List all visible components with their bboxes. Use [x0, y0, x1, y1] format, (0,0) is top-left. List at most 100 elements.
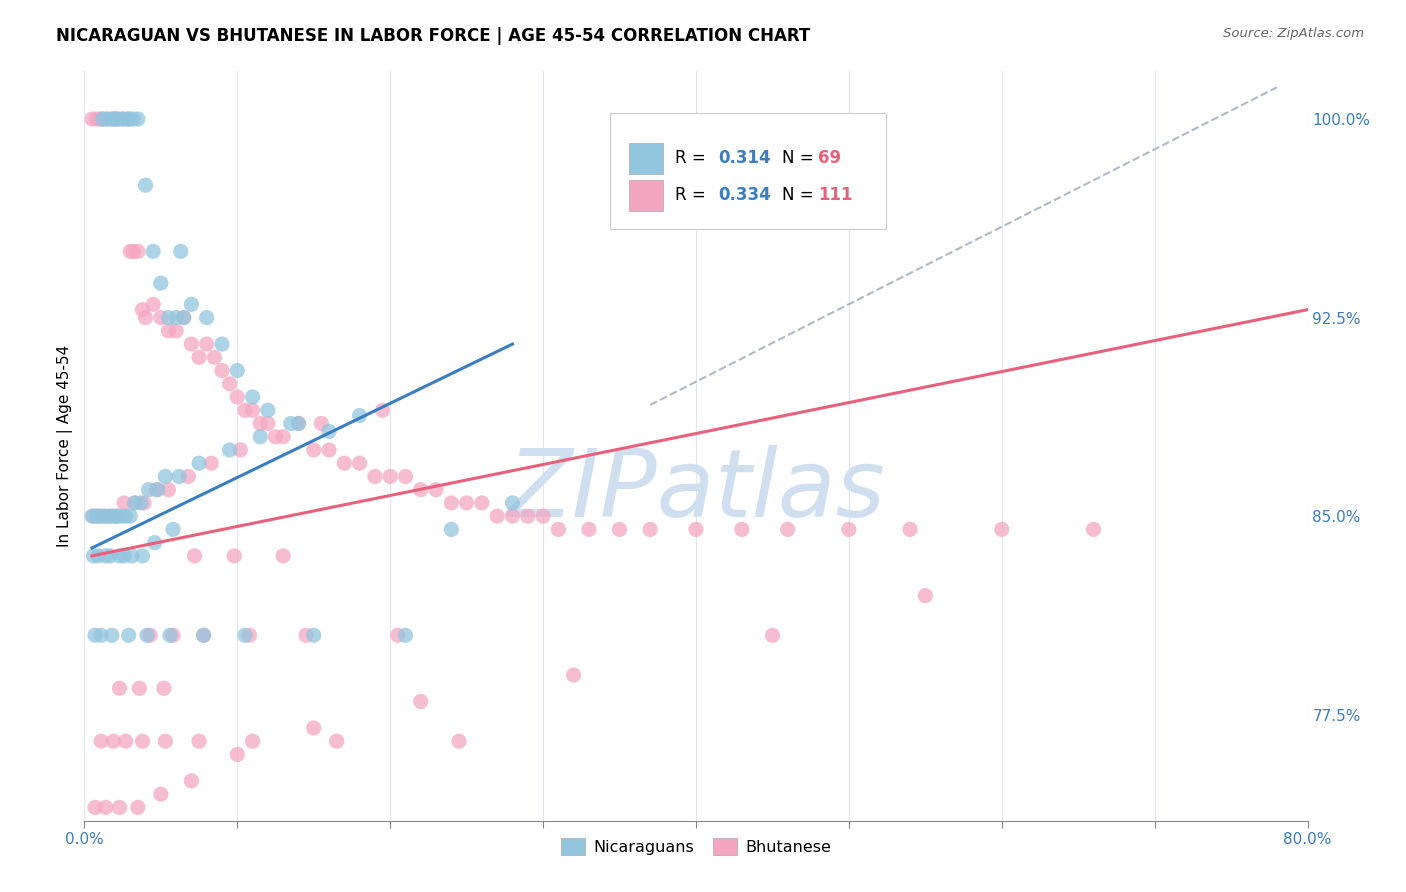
Point	[233, 403, 256, 417]
Point	[138, 483, 160, 497]
Point	[101, 112, 124, 126]
Point	[188, 351, 211, 365]
Point	[898, 522, 921, 536]
Point	[731, 522, 754, 536]
Point	[271, 549, 294, 563]
Text: NICARAGUAN VS BHUTANESE IN LABOR FORCE | AGE 45-54 CORRELATION CHART: NICARAGUAN VS BHUTANESE IN LABOR FORCE |…	[56, 27, 810, 45]
Point	[132, 496, 155, 510]
Point	[111, 112, 134, 126]
Point	[318, 425, 340, 439]
Point	[271, 430, 294, 444]
Point	[110, 509, 132, 524]
Point	[121, 549, 143, 563]
Point	[211, 337, 233, 351]
Point	[229, 442, 252, 457]
Point	[103, 509, 125, 524]
Point	[155, 734, 177, 748]
Point	[149, 276, 172, 290]
Point	[111, 112, 134, 126]
Point	[486, 509, 509, 524]
Point	[218, 442, 240, 457]
Point	[547, 522, 569, 536]
Point	[112, 496, 135, 510]
Point	[242, 403, 264, 417]
Point	[131, 302, 153, 317]
Point	[226, 363, 249, 377]
Point	[86, 112, 108, 126]
Point	[914, 589, 936, 603]
Point	[80, 509, 103, 524]
Point	[238, 628, 260, 642]
Point	[325, 734, 347, 748]
Point	[838, 522, 860, 536]
Point	[90, 734, 112, 748]
Point	[89, 112, 111, 126]
Point	[173, 310, 195, 325]
Point	[157, 324, 180, 338]
Point	[188, 456, 211, 470]
Point	[142, 297, 165, 311]
Text: 0.334: 0.334	[718, 186, 770, 204]
Point	[349, 409, 371, 423]
Point	[142, 244, 165, 259]
Text: R =: R =	[675, 149, 711, 167]
Point	[131, 734, 153, 748]
Point	[1083, 522, 1105, 536]
Point	[128, 681, 150, 696]
Point	[531, 509, 554, 524]
Text: 111: 111	[818, 186, 853, 204]
Point	[120, 509, 142, 524]
Point	[776, 522, 799, 536]
Point	[149, 787, 172, 801]
Point	[94, 800, 117, 814]
Point	[249, 417, 271, 431]
Point	[562, 668, 585, 682]
FancyBboxPatch shape	[610, 112, 886, 228]
Point	[118, 628, 141, 642]
Point	[86, 509, 108, 524]
Point	[516, 509, 538, 524]
Point	[83, 549, 105, 563]
Point	[302, 721, 325, 735]
Point	[153, 681, 176, 696]
Point	[638, 522, 661, 536]
Point	[165, 324, 187, 338]
Point	[226, 747, 249, 762]
Point	[162, 522, 184, 536]
Point	[101, 112, 124, 126]
Point	[115, 112, 138, 126]
Point	[143, 535, 166, 549]
Point	[155, 469, 177, 483]
Point	[333, 456, 356, 470]
Point	[122, 112, 145, 126]
Point	[108, 800, 131, 814]
Point	[157, 310, 180, 325]
Point	[105, 509, 128, 524]
Point	[120, 244, 142, 259]
Point	[159, 628, 181, 642]
Point	[233, 628, 256, 642]
Point	[218, 376, 240, 391]
Point	[349, 456, 371, 470]
Point	[425, 483, 447, 497]
Point	[165, 310, 187, 325]
Point	[280, 417, 302, 431]
Legend: Nicaraguans, Bhutanese: Nicaraguans, Bhutanese	[555, 832, 837, 862]
Text: N =: N =	[782, 186, 818, 204]
Point	[83, 509, 105, 524]
Point	[364, 469, 387, 483]
Point	[226, 390, 249, 404]
Point	[578, 522, 600, 536]
Point	[193, 628, 215, 642]
Point	[180, 337, 202, 351]
Point	[145, 483, 167, 497]
Text: ZIPatlas: ZIPatlas	[508, 445, 884, 536]
Point	[167, 469, 190, 483]
Text: 69: 69	[818, 149, 841, 167]
Point	[90, 628, 112, 642]
Point	[242, 734, 264, 748]
Point	[409, 694, 432, 708]
Point	[107, 112, 129, 126]
Point	[180, 773, 202, 788]
Point	[98, 509, 121, 524]
